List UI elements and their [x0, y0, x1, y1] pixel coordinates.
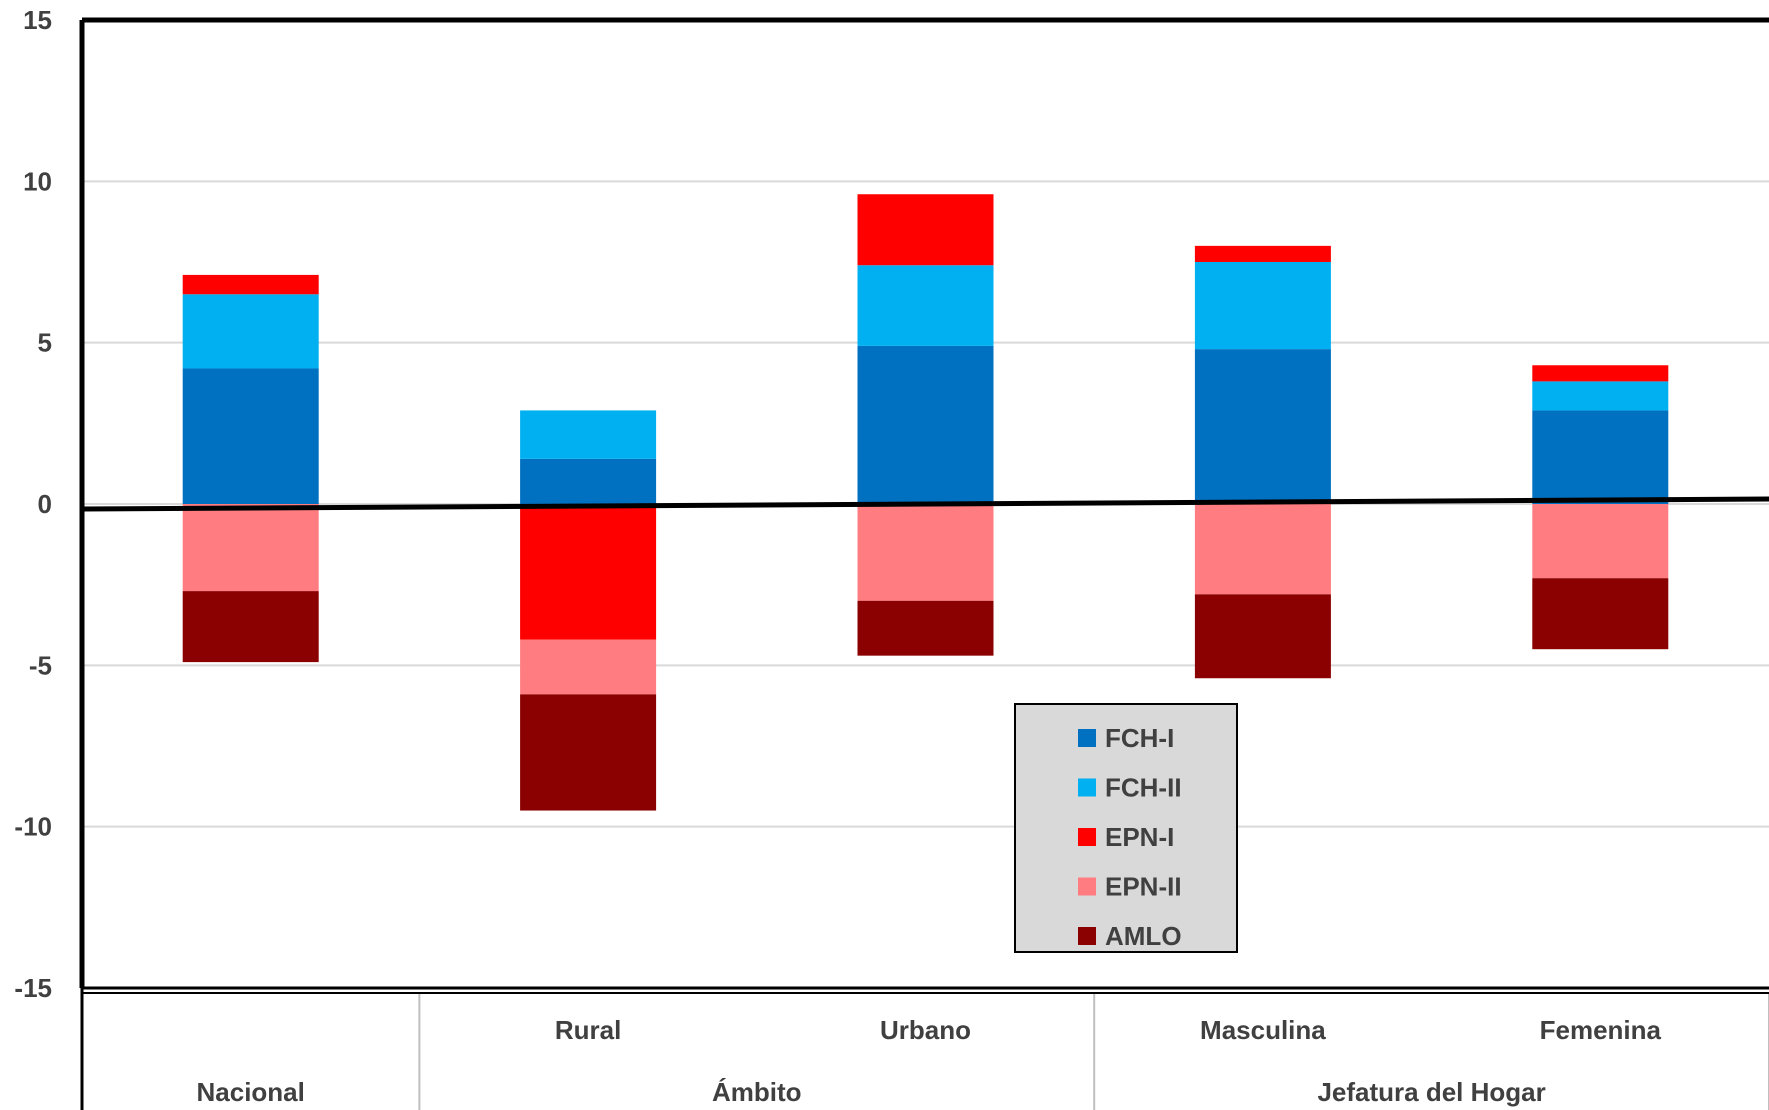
legend-label[interactable]: AMLO — [1105, 921, 1182, 951]
category-group-label: Jefatura del Hogar — [1317, 1077, 1545, 1107]
bar-segment-amlo-femenina — [1532, 578, 1669, 650]
bar-segment-epn-ii-nacional — [182, 504, 319, 592]
legend-box — [1014, 703, 1238, 953]
category-label: Femenina — [1540, 1015, 1662, 1045]
legend-label[interactable]: FCH-I — [1105, 723, 1174, 753]
y-tick-label: -15 — [14, 973, 52, 1003]
bar-segment-epn-i-femenina — [1532, 365, 1669, 382]
legend-label[interactable]: FCH-II — [1105, 773, 1182, 803]
y-tick-labels: 15 10 5 0 -5 -10 -15 — [14, 5, 52, 1003]
bar-segment-fch-ii-urbano — [857, 265, 994, 346]
category-label: Masculina — [1200, 1015, 1326, 1045]
bar-segment-amlo-masculina — [1194, 594, 1331, 679]
bars — [182, 194, 1669, 811]
bar-segment-fch-i-urbano — [857, 345, 994, 504]
bar-segment-epn-ii-femenina — [1532, 504, 1669, 579]
legend-label[interactable]: EPN-II — [1105, 872, 1182, 902]
legend-label[interactable]: EPN-I — [1105, 822, 1174, 852]
bar-segment-fch-ii-masculina — [1194, 262, 1331, 350]
y-tick-label: 0 — [38, 489, 52, 519]
bar-segment-fch-i-rural — [520, 458, 657, 504]
bar-segment-fch-ii-rural — [520, 410, 657, 459]
category-label: Rural — [555, 1015, 621, 1045]
category-label: Urbano — [880, 1015, 971, 1045]
bar-segment-fch-ii-nacional — [182, 294, 319, 369]
bar-segment-fch-i-nacional — [182, 368, 319, 504]
bar-segment-epn-i-urbano — [857, 194, 994, 266]
bar-segment-epn-ii-urbano — [857, 504, 994, 601]
axes — [79, 17, 1769, 994]
bar-segment-fch-i-masculina — [1194, 349, 1331, 504]
bar-segment-epn-i-nacional — [182, 274, 319, 295]
y-tick-label: 10 — [23, 166, 52, 196]
bar-segment-amlo-urbano — [857, 600, 994, 656]
legend-swatch-fch-ii — [1078, 778, 1096, 797]
bar-segment-epn-i-masculina — [1194, 245, 1331, 262]
legend-swatch-amlo — [1078, 927, 1096, 945]
zero-line — [81, 496, 1769, 512]
legend-swatch-epn-i — [1078, 828, 1096, 846]
bar-segment-fch-i-femenina — [1532, 410, 1669, 504]
bar-segment-fch-ii-femenina — [1532, 381, 1669, 411]
y-tick-label: 15 — [23, 5, 52, 35]
bar-segment-epn-ii-masculina — [1194, 504, 1331, 595]
y-tick-label: -5 — [29, 650, 52, 680]
legend[interactable]: FCH-I FCH-II EPN-I EPN-II AMLO — [1014, 703, 1238, 953]
legend-swatch-epn-ii — [1078, 877, 1096, 896]
y-tick-label: 5 — [38, 328, 52, 358]
x-category-labels: Rural Urbano Masculina Femenina Nacional Ámbi… — [80, 988, 1769, 1110]
bar-segment-epn-ii-rural — [520, 639, 657, 695]
bar-segment-amlo-nacional — [182, 591, 319, 663]
bar-segment-epn-i-rural — [520, 504, 657, 640]
y-tick-label: -10 — [14, 812, 52, 842]
bar-segment-amlo-rural — [520, 694, 657, 811]
category-group-label: Ámbito — [712, 1077, 802, 1107]
legend-swatch-fch-i — [1078, 729, 1096, 747]
category-group-label: Nacional — [197, 1077, 305, 1107]
